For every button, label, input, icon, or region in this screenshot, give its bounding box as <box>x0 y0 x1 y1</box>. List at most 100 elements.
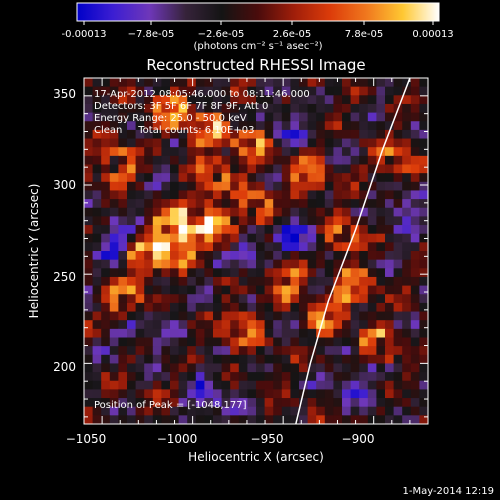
heatmap-cell <box>256 207 266 217</box>
heatmap-cell <box>410 294 420 304</box>
heatmap-cell <box>264 216 274 226</box>
heatmap-cell <box>161 320 171 330</box>
heatmap-cell <box>204 225 214 235</box>
heatmap-cell <box>385 415 395 424</box>
heatmap-cell <box>170 225 180 235</box>
heatmap-cell <box>281 121 291 131</box>
heatmap-cell <box>127 354 137 365</box>
heatmap-cell <box>127 398 137 408</box>
heatmap-cell <box>187 346 197 356</box>
heatmap-cell <box>92 216 102 226</box>
heatmap-cell <box>367 129 377 140</box>
heatmap-cell <box>333 251 343 261</box>
heatmap-cell <box>195 380 205 390</box>
heatmap-cell <box>135 121 145 131</box>
heatmap-cell <box>178 251 188 261</box>
heatmap-cell <box>127 155 137 166</box>
heatmap-cell <box>376 103 386 114</box>
heatmap-cell <box>324 78 334 88</box>
heatmap-cell <box>187 354 197 365</box>
heatmap-cell <box>367 285 377 295</box>
heatmap-cell <box>195 406 205 416</box>
heatmap-cell <box>367 398 377 408</box>
heatmap-cell <box>299 216 309 226</box>
heatmap-cell <box>170 233 180 243</box>
heatmap-cell <box>118 129 128 140</box>
heatmap-cell <box>402 389 412 399</box>
heatmap-cell <box>393 251 403 261</box>
heatmap-cell <box>152 285 162 295</box>
heatmap-cell <box>204 112 214 122</box>
heatmap-cell <box>101 251 111 261</box>
heatmap-cell <box>402 103 412 114</box>
heatmap-cell <box>316 173 326 183</box>
heatmap-cell <box>307 129 317 140</box>
heatmap-cell <box>161 173 171 183</box>
heatmap-cell <box>195 372 205 382</box>
heatmap-cell <box>221 225 231 235</box>
heatmap-cell <box>178 164 188 174</box>
y-tick-label-3: 350 <box>53 87 76 101</box>
heatmap-cell <box>144 251 154 261</box>
heatmap-cell <box>299 346 309 356</box>
heatmap-cell <box>359 233 369 243</box>
heatmap-cell <box>256 276 266 287</box>
heatmap-cell <box>109 268 119 278</box>
heatmap-cell <box>273 155 283 166</box>
heatmap-cell <box>161 389 171 399</box>
heatmap-cell <box>221 138 231 148</box>
heatmap-cell <box>144 354 154 365</box>
heatmap-cell <box>350 363 360 373</box>
heatmap-cell <box>187 78 197 88</box>
heatmap-cell <box>187 251 197 261</box>
heatmap-cell <box>213 173 223 183</box>
heatmap-cell <box>152 311 162 321</box>
heatmap-cell <box>109 389 119 399</box>
heatmap-cell <box>256 95 266 105</box>
heatmap-cell <box>152 276 162 287</box>
heatmap-cell <box>307 337 317 347</box>
heatmap-cell <box>187 268 197 278</box>
heatmap-cell <box>204 259 214 269</box>
x-axis-label: Heliocentric X (arcsec) <box>188 450 324 464</box>
heatmap-cell <box>281 337 291 347</box>
heatmap-cell <box>92 268 102 278</box>
heatmap-cell <box>127 129 137 140</box>
heatmap-cell <box>333 276 343 287</box>
heatmap-cell <box>195 233 205 243</box>
heatmap-cell <box>187 363 197 373</box>
heatmap-cell <box>410 259 420 269</box>
heatmap-cell <box>281 346 291 356</box>
heatmap-cell <box>213 337 223 347</box>
heatmap-cell <box>84 294 94 304</box>
heatmap-cell <box>333 380 343 390</box>
heatmap-cell <box>204 285 214 295</box>
heatmap-cell <box>92 95 102 105</box>
heatmap-cell <box>333 294 343 304</box>
heatmap-cell <box>299 190 309 200</box>
heatmap-cell <box>342 372 352 382</box>
heatmap-cell <box>385 155 395 166</box>
heatmap-cell <box>385 354 395 365</box>
heatmap-cell <box>127 285 137 295</box>
heatmap-cell <box>367 328 377 339</box>
heatmap-cell <box>127 363 137 373</box>
heatmap-cell <box>213 389 223 399</box>
heatmap-cell <box>281 225 291 235</box>
heatmap-cell <box>281 251 291 261</box>
heatmap-cell <box>342 406 352 416</box>
heatmap-cell <box>135 311 145 321</box>
heatmap-cell <box>307 380 317 390</box>
heatmap-cell <box>299 328 309 339</box>
heatmap-cell <box>213 138 223 148</box>
heatmap-cell <box>204 121 214 131</box>
heatmap-cell <box>307 398 317 408</box>
heatmap-cell <box>221 406 231 416</box>
heatmap-cell <box>376 155 386 166</box>
heatmap-cell <box>204 181 214 192</box>
heatmap-cell <box>170 337 180 347</box>
heatmap-cell <box>256 121 266 131</box>
heatmap-cell <box>109 415 119 424</box>
heatmap-cell <box>204 276 214 287</box>
heatmap-cell <box>187 311 197 321</box>
